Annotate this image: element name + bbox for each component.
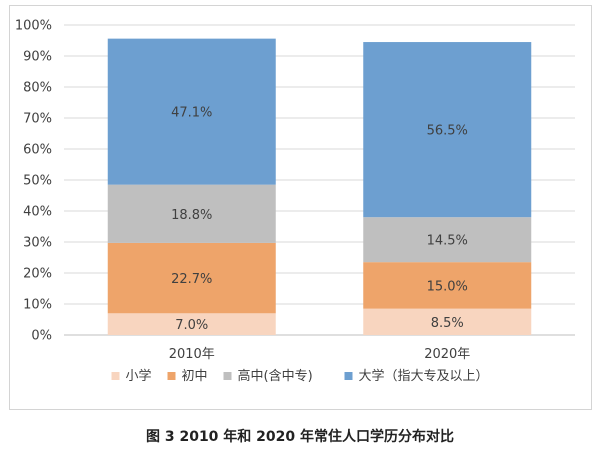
x-category-label: 2010年 <box>169 347 215 362</box>
legend-label: 高中(含中专) <box>238 368 313 384</box>
bar-segment <box>107 313 276 335</box>
data-label: 7.0% <box>175 318 208 333</box>
y-tick-label: 90% <box>23 50 52 65</box>
bar-segment <box>363 217 532 263</box>
legend-label: 小学 <box>126 368 152 384</box>
legend-swatch <box>223 372 232 380</box>
bar-segment <box>363 308 532 335</box>
bar-segment <box>363 262 532 309</box>
y-tick-label: 40% <box>23 205 52 220</box>
y-tick-label: 70% <box>23 112 52 127</box>
data-label: 18.8% <box>171 208 212 223</box>
legend-swatch <box>344 372 353 380</box>
x-category-label: 2020年 <box>424 347 470 362</box>
figure-caption: 图 3 2010 年和 2020 年常住人口学历分布对比 <box>145 429 455 445</box>
legend-swatch <box>167 372 176 380</box>
bar-segment <box>107 184 276 243</box>
bar-segment <box>107 242 276 314</box>
data-label: 8.5% <box>431 316 464 331</box>
data-label: 47.1% <box>171 106 212 121</box>
y-tick-label: 0% <box>31 329 52 344</box>
y-tick-label: 80% <box>23 81 52 96</box>
legend-label: 初中 <box>182 369 208 384</box>
y-tick-label: 10% <box>23 298 52 313</box>
y-tick-label: 30% <box>23 236 52 251</box>
y-tick-label: 50% <box>23 174 52 189</box>
data-label: 56.5% <box>427 124 468 139</box>
bar-segment <box>363 42 532 218</box>
data-label: 22.7% <box>171 272 212 287</box>
legend-label: 大学（指大专及以上） <box>359 368 489 384</box>
data-label: 15.0% <box>427 279 468 294</box>
bar-segment <box>107 38 276 185</box>
y-tick-label: 20% <box>23 267 52 282</box>
legend-swatch <box>111 372 120 380</box>
data-label: 14.5% <box>427 234 468 249</box>
y-tick-label: 60% <box>23 143 52 158</box>
y-tick-label: 100% <box>15 19 52 34</box>
